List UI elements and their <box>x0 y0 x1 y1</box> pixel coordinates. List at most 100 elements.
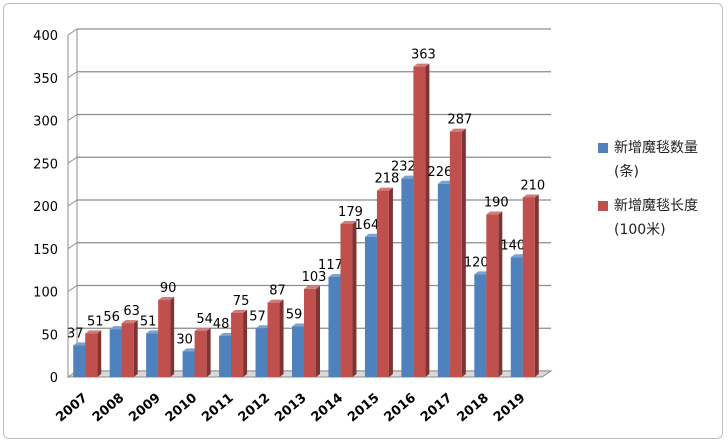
bar-top <box>376 187 393 191</box>
bar-front <box>231 312 244 377</box>
bar-side <box>170 297 175 377</box>
bar-2017-length <box>449 128 466 377</box>
bar-front <box>401 178 414 377</box>
bar-side <box>534 194 539 377</box>
bar-top <box>340 220 357 224</box>
data-label-2015-count: 164 <box>355 218 380 233</box>
data-label-2007-count: 37 <box>67 326 84 341</box>
bar-side <box>243 309 248 377</box>
data-label-2016-length: 363 <box>411 48 436 63</box>
bar-front <box>510 257 523 377</box>
data-label-2012-length: 87 <box>269 284 286 299</box>
y-tick-label: 50 <box>41 328 58 343</box>
x-tick-label: 2009 <box>126 391 163 426</box>
data-label-2014-count: 117 <box>318 258 343 273</box>
x-tick-label: 2013 <box>272 391 309 426</box>
bar-side <box>498 211 503 377</box>
data-label-2008-count: 56 <box>103 310 120 325</box>
data-label-2019-count: 140 <box>500 238 525 253</box>
legend-label-1: 新增魔毯长度 <box>614 198 698 214</box>
x-tick-label: 2011 <box>199 391 236 426</box>
data-label-2017-count: 226 <box>427 165 452 180</box>
data-label-2017-length: 287 <box>447 113 472 128</box>
bar-side <box>279 299 284 377</box>
bar-2018-length <box>486 211 503 377</box>
x-tick-label: 2019 <box>491 391 528 426</box>
bar-front <box>304 288 316 377</box>
legend-unit-0: (条) <box>614 163 639 180</box>
bar-2007-length <box>85 330 102 377</box>
bar-top <box>486 211 503 215</box>
bar-2019-length <box>522 194 539 377</box>
bar-side <box>206 327 211 377</box>
bar-2008-length <box>121 320 138 377</box>
bar-front <box>474 274 487 377</box>
y-tick-label: 250 <box>33 157 58 172</box>
bar-side <box>133 320 138 377</box>
bar-front <box>449 131 462 377</box>
y-tick-label: 0 <box>50 371 58 386</box>
data-label-2013-length: 103 <box>302 270 327 285</box>
x-tick-label: 2016 <box>382 391 419 426</box>
y-tick-label: 200 <box>33 200 58 215</box>
bar-front <box>121 323 134 377</box>
data-label-2019-length: 210 <box>520 178 545 193</box>
gridline-side-400 <box>67 28 78 36</box>
x-tick-label: 2017 <box>418 391 455 426</box>
gridline-side-200 <box>67 199 78 207</box>
x-tick-label: 2018 <box>455 391 492 426</box>
data-label-2013-count: 59 <box>286 308 303 323</box>
x-tick-label: 2007 <box>53 391 90 426</box>
bar-2009-length <box>158 297 175 377</box>
bar-side <box>388 187 393 377</box>
bar-2016-length <box>413 63 430 377</box>
data-label-2008-length: 63 <box>123 304 140 319</box>
data-label-2011-length: 75 <box>233 294 250 309</box>
gridline-side-300 <box>67 114 78 121</box>
bar-front <box>522 197 535 377</box>
bar-top <box>449 128 466 132</box>
bar-front <box>255 328 268 377</box>
data-label-2018-length: 190 <box>484 196 509 211</box>
legend-swatch-1 <box>598 201 608 211</box>
bar-2013-length <box>304 285 320 377</box>
bar-front <box>364 236 377 377</box>
bar-front <box>158 300 171 377</box>
bar-side <box>352 220 357 377</box>
bar-front <box>340 223 353 377</box>
y-tick-label: 100 <box>33 286 58 301</box>
y-tick-label: 400 <box>33 29 58 44</box>
bar-2012-length <box>267 299 284 377</box>
data-label-2011-count: 48 <box>213 317 230 332</box>
bar-front <box>109 329 122 377</box>
bar-front <box>413 66 426 377</box>
legend-unit-1: (100米) <box>614 222 666 238</box>
bar-top <box>231 309 248 313</box>
bar-top <box>413 63 430 67</box>
bar-top <box>121 320 138 324</box>
data-label-2018-count: 120 <box>464 255 489 270</box>
bar-2015-length <box>376 187 393 377</box>
x-tick-label: 2012 <box>236 391 273 426</box>
data-label-2009-count: 51 <box>140 314 157 329</box>
bar-2014-length <box>340 220 357 377</box>
bar-side <box>97 330 102 377</box>
bar-side <box>316 285 320 377</box>
bar-side <box>461 128 466 377</box>
bar-front <box>194 330 207 377</box>
bar-front <box>486 214 499 377</box>
gridline-side-250 <box>67 156 78 164</box>
bar-front <box>85 333 98 377</box>
legend-label-0: 新增魔毯数量 <box>614 140 698 156</box>
bar-front <box>219 335 232 377</box>
x-tick-label: 2010 <box>163 391 200 426</box>
bar-top <box>194 327 211 331</box>
x-tick-label: 2014 <box>309 391 346 426</box>
gridline-side-350 <box>67 71 78 79</box>
bar-2011-length <box>231 309 248 377</box>
data-label-2010-length: 54 <box>196 312 213 327</box>
bar-2010-length <box>194 327 211 377</box>
x-tick-label: 2008 <box>90 391 127 426</box>
bar-front <box>267 302 280 377</box>
legend-swatch-0 <box>598 143 608 153</box>
